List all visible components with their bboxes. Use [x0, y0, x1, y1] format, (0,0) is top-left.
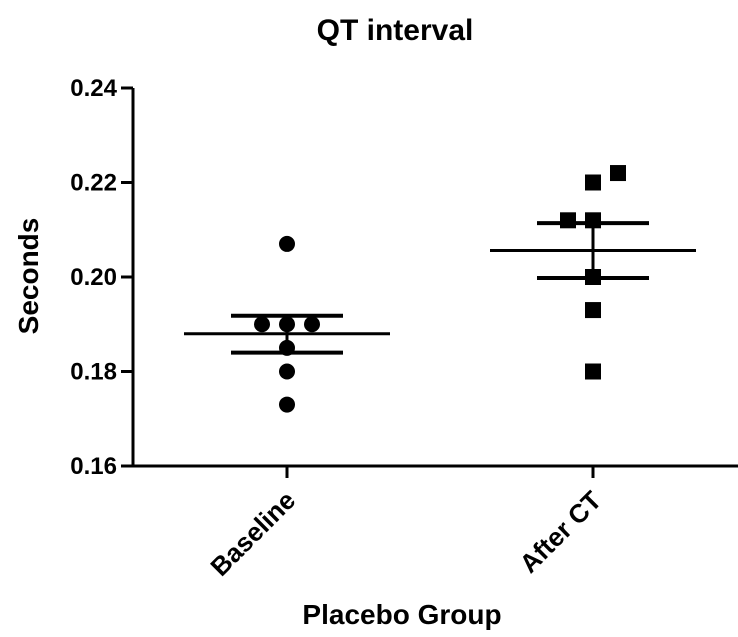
axes: 0.16 0.18 0.20 0.22 0.24 Baseline After CT — [70, 75, 738, 582]
data-marks — [184, 165, 696, 413]
y-tick-label: 0.18 — [70, 359, 117, 386]
y-tick-label: 0.20 — [70, 264, 117, 291]
data-point — [560, 212, 576, 229]
x-tick-label: After CT — [514, 485, 608, 579]
y-axis-label: Seconds — [13, 218, 44, 335]
x-axis-label: Placebo Group — [302, 599, 501, 630]
data-point — [585, 363, 601, 380]
data-point — [610, 165, 626, 182]
data-point — [585, 302, 601, 319]
y-tick-label: 0.16 — [70, 453, 117, 480]
data-point — [279, 235, 295, 252]
data-point — [585, 174, 601, 191]
y-tick-label: 0.24 — [70, 75, 117, 102]
y-tick-label: 0.22 — [70, 170, 117, 197]
x-tick-label: Baseline — [204, 485, 301, 582]
data-point — [279, 396, 295, 413]
chart-title: QT interval — [317, 14, 474, 47]
data-point — [254, 316, 270, 333]
data-point — [304, 316, 320, 333]
data-point — [279, 363, 295, 380]
